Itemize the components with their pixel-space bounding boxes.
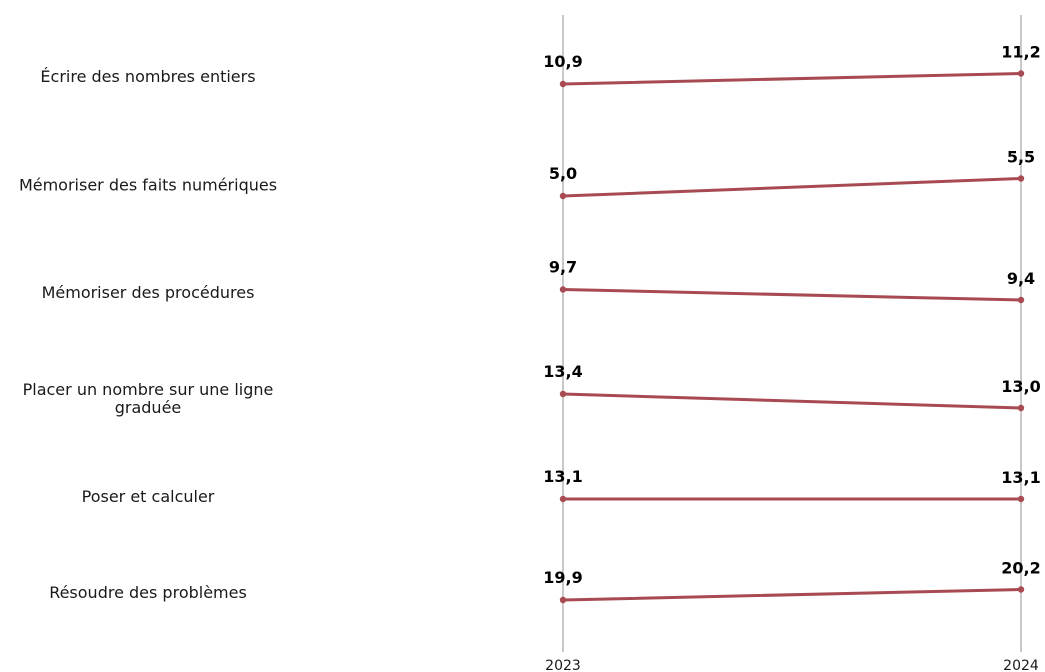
data-label: 13,1 — [1001, 468, 1040, 487]
data-point — [1017, 70, 1025, 77]
x-tick-label: 2023 — [545, 658, 581, 672]
category-label: Placer un nombre sur une ligne — [23, 380, 274, 399]
data-point — [559, 390, 567, 398]
data-point — [559, 596, 567, 604]
data-point — [559, 286, 567, 293]
data-label: 19,9 — [543, 568, 582, 587]
data-label: 13,0 — [1001, 377, 1040, 396]
data-label: 9,4 — [1007, 269, 1035, 288]
data-label: 5,5 — [1007, 148, 1035, 167]
category-label: Résoudre des problèmes — [49, 583, 247, 602]
data-label: 10,9 — [543, 52, 582, 71]
series-line — [561, 72, 1023, 86]
series-line — [561, 177, 1023, 198]
category-label: Mémoriser des procédures — [42, 283, 255, 302]
data-label: 13,1 — [543, 467, 582, 486]
data-label: 20,2 — [1001, 559, 1040, 578]
series-line — [561, 392, 1023, 410]
data-label: 11,2 — [1001, 43, 1040, 62]
series-line — [561, 288, 1023, 302]
data-point — [1017, 586, 1025, 593]
data-point — [1017, 495, 1025, 503]
data-label: 9,7 — [549, 258, 577, 277]
data-point — [1017, 175, 1025, 182]
category-label: graduée — [115, 398, 182, 417]
x-tick-label: 2024 — [1003, 658, 1039, 672]
data-label: 13,4 — [543, 362, 582, 381]
category-label: Poser et calculer — [82, 487, 215, 506]
data-point — [1017, 296, 1025, 304]
series-line — [561, 588, 1023, 602]
data-point — [1017, 404, 1025, 412]
data-point — [559, 495, 567, 503]
data-point — [559, 192, 567, 200]
category-label: Écrire des nombres entiers — [40, 67, 255, 86]
data-point — [559, 80, 567, 88]
category-label: Mémoriser des faits numériques — [19, 175, 277, 194]
data-label: 5,0 — [549, 164, 577, 183]
